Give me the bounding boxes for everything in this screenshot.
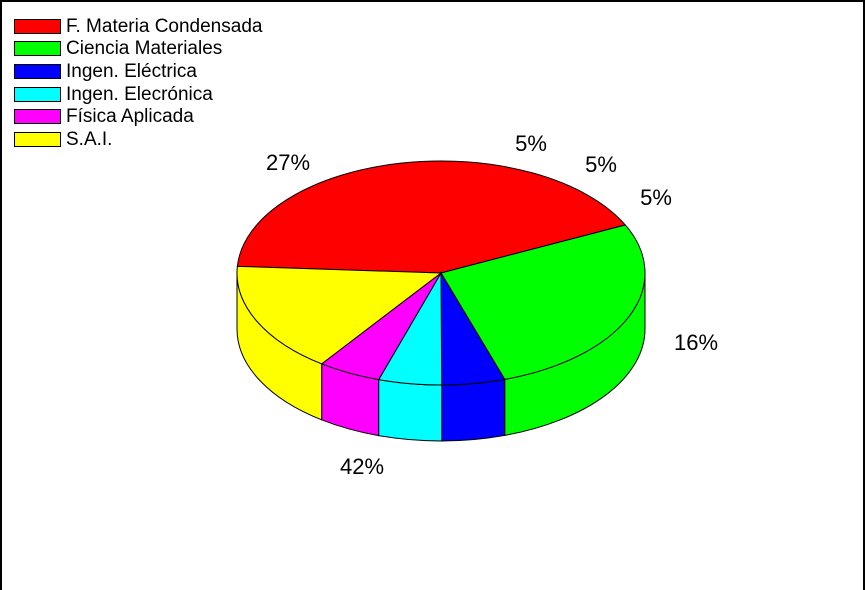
legend-label: F. Materia Condensada [66, 15, 263, 37]
legend-swatch [14, 109, 61, 125]
legend-swatch [14, 86, 61, 102]
legend-label: Ciencia Materiales [66, 38, 223, 60]
legend-swatch [14, 18, 61, 34]
legend-item-ciencia-materiales: Ciencia Materiales [14, 38, 262, 61]
legend-item-fisica-aplicada: Física Aplicada [14, 105, 262, 128]
pct-label-ingen-elecronica: 5% [585, 152, 617, 177]
legend-swatch [14, 63, 61, 79]
pie-slice-ciencia-materiales [440, 224, 646, 380]
pie-percentage-labels: 42% 27% 5% 5% 5% 16% [266, 131, 718, 479]
legend-label: Ingen. Elecrónica [66, 83, 213, 105]
legend-item-ingen-electrica: Ingen. Eléctrica [14, 60, 262, 83]
pct-label-s-a-i: 16% [674, 330, 718, 355]
pie-side-ingen-elecronica [378, 379, 443, 442]
pie-top-slices [236, 160, 646, 386]
legend-item-ingen-elecronica: Ingen. Elecrónica [14, 83, 262, 106]
pie-slice-s-a-i [236, 265, 443, 365]
pct-label-ciencia-materiales: 27% [266, 150, 310, 175]
legend-label: S.A.I. [66, 128, 113, 150]
legend-swatch [14, 41, 61, 57]
pct-label-ingen-electrica: 5% [515, 131, 547, 156]
legend-item-f-materia-condensada: F. Materia Condensada [14, 15, 262, 38]
pct-label-fisica-aplicada: 5% [640, 185, 672, 210]
chart-legend: F. Materia Condensada Ciencia Materiales… [14, 15, 262, 151]
legend-swatch [14, 131, 61, 147]
pie-slice-f-materia-condensada [236, 160, 627, 274]
pie-side-ingen-electrica [441, 378, 506, 442]
legend-label: Ingen. Eléctrica [66, 60, 197, 82]
legend-label: Física Aplicada [66, 106, 194, 128]
legend-item-s-a-i: S.A.I. [14, 128, 262, 151]
pct-label-f-materia-condensada: 42% [340, 454, 384, 479]
